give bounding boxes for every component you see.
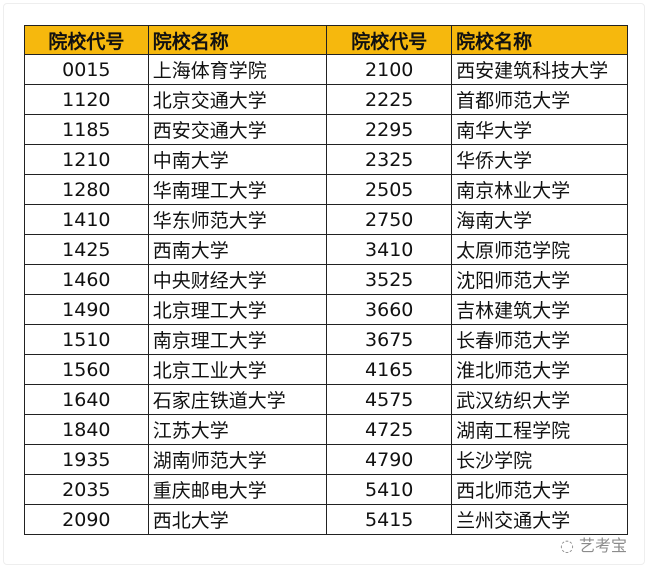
school-code-cell: 3675 — [326, 324, 453, 355]
watermark-text: 艺考宝 — [579, 536, 628, 555]
school-name-cell: 江苏大学 — [147, 414, 328, 445]
table-row: 1410 华东师范大学 2750 海南大学 — [24, 204, 628, 235]
school-code-cell: 2325 — [326, 144, 453, 175]
school-code-cell: 1640 — [24, 384, 149, 415]
table-row: 1460 中央财经大学 3525 沈阳师范大学 — [24, 264, 628, 295]
school-name-cell: 太原师范学院 — [451, 234, 628, 265]
school-name-cell: 上海体育学院 — [147, 54, 328, 85]
school-name-cell: 吉林建筑大学 — [451, 294, 628, 325]
header-name: 院校名称 — [451, 25, 628, 55]
school-name-cell: 首都师范大学 — [451, 84, 628, 115]
university-code-table: 院校代号 院校名称 院校代号 院校名称 0015 上海体育学院 2100 西安建筑科技… — [24, 25, 628, 535]
school-name-cell: 武汉纺织大学 — [451, 384, 628, 415]
table-row: 1560 北京工业大学 4165 淮北师范大学 — [24, 354, 628, 385]
school-code-cell: 2090 — [24, 504, 149, 535]
school-code-cell: 5415 — [326, 504, 453, 535]
school-name-cell: 华南理工大学 — [147, 174, 328, 205]
table-row: 1510 南京理工大学 3675 长春师范大学 — [24, 324, 628, 355]
school-name-cell: 海南大学 — [451, 204, 628, 235]
school-code-cell: 2295 — [326, 114, 453, 145]
school-code-cell: 2035 — [24, 474, 149, 505]
school-code-cell: 2100 — [326, 54, 453, 85]
school-code-cell: 1460 — [24, 264, 149, 295]
table-row: 1935 湖南师范大学 4790 长沙学院 — [24, 444, 628, 475]
school-code-cell: 1280 — [24, 174, 149, 205]
school-code-cell: 3525 — [326, 264, 453, 295]
school-code-cell: 1185 — [24, 114, 149, 145]
table-row: 1280 华南理工大学 2505 南京林业大学 — [24, 174, 628, 205]
school-code-cell: 4165 — [326, 354, 453, 385]
school-name-cell: 沈阳师范大学 — [451, 264, 628, 295]
school-name-cell: 淮北师范大学 — [451, 354, 628, 385]
school-name-cell: 西安建筑科技大学 — [451, 54, 628, 85]
school-name-cell: 石家庄铁道大学 — [147, 384, 328, 415]
school-name-cell: 兰州交通大学 — [451, 504, 628, 535]
school-name-cell: 南京林业大学 — [451, 174, 628, 205]
table-row: 1120 北京交通大学 2225 首都师范大学 — [24, 84, 628, 115]
table-row: 0015 上海体育学院 2100 西安建筑科技大学 — [24, 54, 628, 85]
school-name-cell: 西北师范大学 — [451, 474, 628, 505]
school-name-cell: 华东师范大学 — [147, 204, 328, 235]
school-name-cell: 重庆邮电大学 — [147, 474, 328, 505]
table-row: 1425 西南大学 3410 太原师范学院 — [24, 234, 628, 265]
school-code-cell: 2505 — [326, 174, 453, 205]
table-row: 1185 西安交通大学 2295 南华大学 — [24, 114, 628, 145]
school-code-cell: 4575 — [326, 384, 453, 415]
school-name-cell: 华侨大学 — [451, 144, 628, 175]
school-code-cell: 1410 — [24, 204, 149, 235]
school-code-cell: 4725 — [326, 414, 453, 445]
school-name-cell: 长沙学院 — [451, 444, 628, 475]
school-code-cell: 1510 — [24, 324, 149, 355]
header-row: 院校代号 院校名称 院校代号 院校名称 — [24, 25, 628, 55]
school-code-cell: 1935 — [24, 444, 149, 475]
header-name: 院校名称 — [147, 25, 328, 55]
school-code-cell: 3410 — [326, 234, 453, 265]
school-name-cell: 南华大学 — [451, 114, 628, 145]
school-name-cell: 西安交通大学 — [147, 114, 328, 145]
school-name-cell: 湖南师范大学 — [147, 444, 328, 475]
school-code-cell: 4790 — [326, 444, 453, 475]
table-row: 2090 西北大学 5415 兰州交通大学 — [24, 504, 628, 535]
school-name-cell: 湖南工程学院 — [451, 414, 628, 445]
table-row: 1210 中南大学 2325 华侨大学 — [24, 144, 628, 175]
school-code-cell: 1120 — [24, 84, 149, 115]
school-code-cell: 1425 — [24, 234, 149, 265]
table-row: 1640 石家庄铁道大学 4575 武汉纺织大学 — [24, 384, 628, 415]
school-code-cell: 2225 — [326, 84, 453, 115]
header-code: 院校代号 — [326, 25, 453, 55]
watermark: ◌ 艺考宝 — [560, 536, 628, 555]
school-code-cell: 3660 — [326, 294, 453, 325]
school-name-cell: 长春师范大学 — [451, 324, 628, 355]
school-name-cell: 北京交通大学 — [147, 84, 328, 115]
school-code-cell: 1560 — [24, 354, 149, 385]
header-code: 院校代号 — [24, 25, 149, 55]
school-code-cell: 1840 — [24, 414, 149, 445]
school-name-cell: 北京工业大学 — [147, 354, 328, 385]
table-row: 1840 江苏大学 4725 湖南工程学院 — [24, 414, 628, 445]
school-code-cell: 0015 — [24, 54, 149, 85]
table-row: 2035 重庆邮电大学 5410 西北师范大学 — [24, 474, 628, 505]
school-code-cell: 1210 — [24, 144, 149, 175]
school-code-cell: 2750 — [326, 204, 453, 235]
school-code-cell: 5410 — [326, 474, 453, 505]
school-name-cell: 南京理工大学 — [147, 324, 328, 355]
school-name-cell: 西北大学 — [147, 504, 328, 535]
school-name-cell: 北京理工大学 — [147, 294, 328, 325]
table-row: 1490 北京理工大学 3660 吉林建筑大学 — [24, 294, 628, 325]
school-name-cell: 中南大学 — [147, 144, 328, 175]
school-name-cell: 西南大学 — [147, 234, 328, 265]
school-code-cell: 1490 — [24, 294, 149, 325]
school-name-cell: 中央财经大学 — [147, 264, 328, 295]
